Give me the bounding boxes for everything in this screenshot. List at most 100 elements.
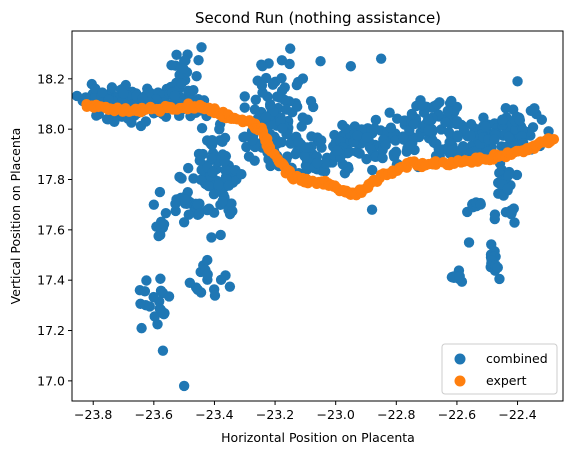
combined-point	[489, 134, 500, 145]
combined-point	[497, 114, 508, 125]
combined-point	[390, 146, 402, 157]
y-tick-label: 17.6	[37, 222, 65, 237]
combined-point	[158, 219, 170, 230]
combined-point	[209, 290, 221, 301]
combined-point	[377, 152, 388, 164]
combined-point	[101, 113, 113, 125]
combined-point	[290, 148, 301, 160]
combined-point	[319, 158, 331, 169]
y-tick-label: 17.8	[37, 172, 65, 187]
combined-point	[465, 119, 477, 130]
combined-point	[149, 311, 160, 322]
legend-label-expert: expert	[486, 373, 527, 388]
combined-point	[486, 239, 497, 250]
combined-point	[417, 100, 428, 111]
combined-point	[331, 145, 343, 156]
combined-point	[220, 164, 231, 176]
combined-point	[191, 71, 202, 82]
combined-point	[139, 286, 151, 297]
combined-point	[206, 153, 217, 164]
combined-point	[227, 205, 238, 217]
chart-title: Second Run (nothing assistance)	[195, 9, 441, 27]
combined-point	[494, 273, 505, 285]
combined-point	[440, 117, 451, 128]
combined-point	[454, 271, 465, 282]
combined-point	[264, 98, 276, 110]
x-tick-label: −23.4	[195, 407, 233, 422]
combined-point	[345, 61, 357, 72]
combined-point	[361, 153, 372, 165]
combined-point	[352, 130, 363, 141]
expert-point	[548, 134, 560, 145]
combined-point	[536, 114, 548, 125]
combined-point	[155, 285, 167, 297]
combined-point	[280, 104, 292, 115]
combined-point	[97, 87, 108, 98]
combined-point	[106, 82, 118, 93]
combined-point	[301, 162, 312, 173]
combined-point	[249, 155, 260, 166]
combined-point	[367, 164, 378, 176]
combined-point	[153, 230, 164, 242]
combined-point	[463, 237, 475, 248]
combined-point	[492, 262, 503, 273]
combined-point	[315, 56, 326, 67]
legend-label-combined: combined	[486, 351, 548, 366]
y-tick-label: 17.2	[37, 323, 65, 338]
combined-point	[296, 121, 307, 132]
combined-point	[217, 195, 228, 207]
combined-point	[183, 209, 194, 220]
combined-point	[196, 42, 207, 53]
combined-point	[480, 121, 491, 132]
combined-point	[265, 160, 276, 172]
combined-point	[136, 322, 147, 334]
combined-point	[260, 111, 272, 123]
combined-point	[311, 157, 323, 169]
combined-point	[423, 125, 435, 136]
combined-point	[299, 151, 310, 162]
combined-point	[361, 132, 372, 143]
combined-point	[176, 78, 187, 89]
y-axis-label: Vertical Position on Placenta	[8, 128, 23, 305]
combined-point	[163, 291, 175, 302]
x-tick-label: −23.8	[74, 407, 112, 422]
x-axis-label: Horizontal Position on Placenta	[221, 430, 415, 445]
combined-point	[508, 203, 519, 214]
combined-point	[202, 254, 213, 266]
combined-point	[500, 103, 511, 114]
combined-point	[277, 123, 288, 134]
y-tick-label: 17.0	[37, 373, 65, 388]
combined-point	[529, 103, 540, 114]
combined-point	[203, 180, 214, 192]
combined-point	[195, 174, 207, 186]
x-axis: −23.8 −23.6 −23.4 −23.2 −23.0 −22.8 −22.6 −22.4	[74, 401, 537, 422]
combined-point	[214, 124, 225, 135]
combined-point	[451, 116, 463, 127]
combined-point	[502, 183, 513, 195]
combined-point	[271, 91, 283, 102]
combined-point	[170, 198, 181, 210]
combined-point	[169, 90, 181, 101]
combined-point	[239, 131, 250, 142]
combined-point	[171, 49, 182, 60]
combined-point	[337, 119, 348, 131]
combined-point	[385, 122, 397, 133]
combined-point	[193, 54, 204, 66]
combined-point	[257, 60, 268, 72]
combined-point	[183, 162, 194, 174]
combined-point	[215, 229, 226, 241]
y-tick-label: 18.2	[37, 71, 65, 86]
combined-point	[202, 204, 213, 216]
combined-point	[503, 170, 514, 181]
combined-point	[206, 232, 217, 243]
combined-point	[140, 116, 152, 127]
combined-point	[276, 55, 288, 66]
combined-point	[160, 207, 172, 219]
combined-point	[291, 101, 303, 112]
combined-point	[196, 123, 208, 134]
y-axis: 17.0 17.2 17.4 17.6 17.8 18.0 18.2	[37, 71, 72, 388]
combined-point	[475, 199, 486, 210]
combined-point	[166, 60, 177, 71]
x-tick-label: −23.6	[135, 407, 173, 422]
